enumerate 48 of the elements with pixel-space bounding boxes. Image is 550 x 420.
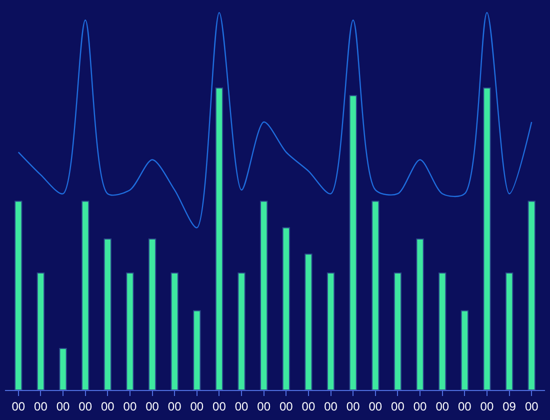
bar [505, 272, 514, 390]
x-tick-label: 00 [436, 399, 450, 414]
x-tick-label: 00 [279, 399, 294, 414]
bar [170, 272, 178, 390]
bar [372, 200, 380, 390]
x-tick-label: 00 [458, 399, 472, 414]
x-tick-label: 00 [123, 399, 137, 414]
bar [14, 200, 22, 390]
x-tick-label: 00 [212, 399, 226, 414]
bar [394, 272, 402, 390]
bar [326, 272, 335, 390]
bar [438, 272, 446, 390]
bar [36, 272, 45, 390]
x-tick-label: 00 [302, 399, 316, 414]
x-tick-label: 00 [12, 399, 26, 414]
x-tick-label: 00 [413, 399, 428, 414]
x-tick-label: 00 [100, 399, 115, 414]
bar [193, 310, 201, 390]
bar [126, 272, 134, 390]
x-tick-label: 00 [78, 399, 92, 414]
bar [59, 348, 67, 390]
x-tick-label: 00 [190, 399, 204, 414]
x-tick-label: 00 [257, 399, 271, 414]
bar [148, 238, 156, 390]
bar [282, 227, 290, 390]
bar [528, 200, 536, 390]
bar [104, 238, 112, 390]
bar [349, 95, 357, 390]
bar [260, 200, 268, 390]
x-tick-label: 00 [146, 399, 160, 414]
bar [81, 200, 90, 390]
x-tick-label: 00 [168, 399, 182, 414]
x-tick-label: 00 [368, 399, 382, 414]
x-tick-label: 00 [34, 399, 48, 414]
bar [238, 272, 246, 390]
x-tick-label: 00 [56, 399, 70, 414]
x-tick-label: 00 [346, 399, 360, 414]
x-tick-label: 09 [502, 399, 516, 414]
bar [483, 88, 491, 390]
x-tick-label: 00 [391, 399, 405, 414]
x-tick-label: 00 [234, 399, 249, 414]
x-tick-label: 00 [324, 399, 338, 414]
bar [304, 254, 312, 390]
bar [416, 238, 424, 390]
x-tick-label: 00 [524, 399, 539, 414]
bar [460, 310, 469, 390]
x-tick-label: 00 [480, 399, 494, 414]
bar [215, 88, 224, 390]
